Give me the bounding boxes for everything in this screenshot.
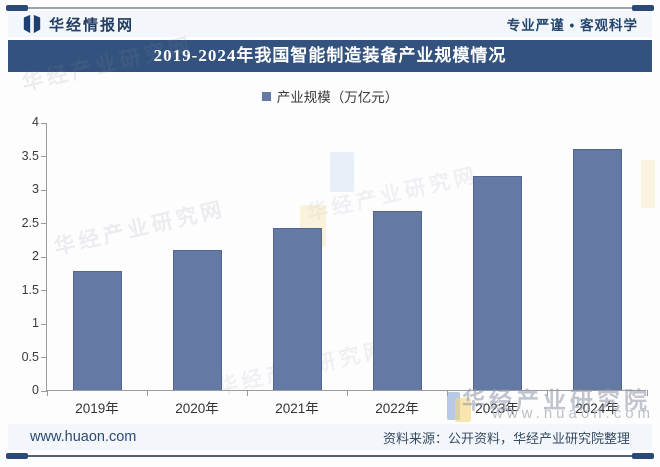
x-axis-label-2020年: 2020年 xyxy=(175,401,219,416)
chart-legend: 产业规模（万亿元） xyxy=(0,87,660,105)
x-axis-label-2024年: 2024年 xyxy=(575,401,619,416)
divider-cap-right xyxy=(632,453,654,459)
x-axis-tick xyxy=(246,390,248,396)
y-axis-label-3.5: 3.5 xyxy=(21,148,39,163)
x-axis-label-2019年: 2019年 xyxy=(75,401,119,416)
header-slogan: 专业严谨 • 客观科学 xyxy=(506,18,638,33)
footer-source-note: 资料来源：公开资料，华经产业研究院整理 xyxy=(382,430,630,446)
divider-cap-left xyxy=(6,453,28,459)
y-axis-label-1: 1 xyxy=(32,316,39,330)
x-axis-tick xyxy=(146,390,148,396)
y-axis-tick-1.5 xyxy=(41,290,47,291)
y-axis-tick-1 xyxy=(41,323,47,325)
brand-name: 华经情报网 xyxy=(49,16,135,34)
y-axis-tick-3 xyxy=(41,189,47,191)
legend-label: 产业规模（万亿元） xyxy=(276,90,399,105)
y-axis-label-1.5: 1.5 xyxy=(21,282,39,297)
y-axis-tick-0 xyxy=(41,390,47,392)
bar-2019年 xyxy=(72,270,122,390)
y-axis-label-4: 4 xyxy=(32,115,39,129)
top-divider xyxy=(6,5,654,11)
footer-site-url: www.huaon.com xyxy=(30,429,137,445)
bar-2020年 xyxy=(172,249,222,390)
bottom-divider xyxy=(6,453,654,459)
x-axis-tick xyxy=(646,390,648,396)
y-axis-tick-2.5 xyxy=(41,223,47,224)
divider-cap-right xyxy=(632,5,654,11)
footer-bar: www.huaon.com 资料来源：公开资料，华经产业研究院整理 xyxy=(8,424,652,450)
bar-2022年 xyxy=(372,211,422,390)
y-axis-label-3: 3 xyxy=(32,182,39,196)
divider-cap-left xyxy=(6,5,28,11)
legend-swatch xyxy=(261,91,271,101)
x-axis-label-2022年: 2022年 xyxy=(375,401,419,416)
bar-2021年 xyxy=(272,227,322,390)
x-axis-label-2021年: 2021年 xyxy=(275,401,319,416)
brand: 华经情报网 xyxy=(22,14,134,35)
bar-2023年 xyxy=(472,175,522,390)
x-axis-tick xyxy=(446,390,448,396)
y-axis-label-0: 0 xyxy=(32,383,39,397)
y-axis-tick-0.5 xyxy=(41,357,47,358)
brand-logo-icon xyxy=(22,14,42,34)
bar-chart-plot-area: 0 0.5 1 1.5 2 2.5 3 3.5 4 2019年 2020年 2021年 2022年 202… xyxy=(22,115,648,416)
y-axis-tick-3.5 xyxy=(41,156,47,157)
x-axis-tick xyxy=(546,390,548,396)
y-axis-label-2: 2 xyxy=(32,249,39,263)
y-axis-tick-2 xyxy=(41,256,47,258)
header-bar: 华经情报网 专业严谨 • 客观科学 xyxy=(8,11,652,37)
y-axis-tick-4 xyxy=(41,122,47,124)
x-axis-label-2023年: 2023年 xyxy=(475,401,519,416)
chart-title-banner: 2019-2024年我国智能制造装备产业规模情况 xyxy=(8,40,652,72)
bar-2024年 xyxy=(572,148,622,390)
x-axis-tick xyxy=(46,390,48,396)
y-axis-label-2.5: 2.5 xyxy=(21,215,39,230)
y-axis-label-0.5: 0.5 xyxy=(21,349,39,364)
x-axis-tick xyxy=(346,390,348,396)
